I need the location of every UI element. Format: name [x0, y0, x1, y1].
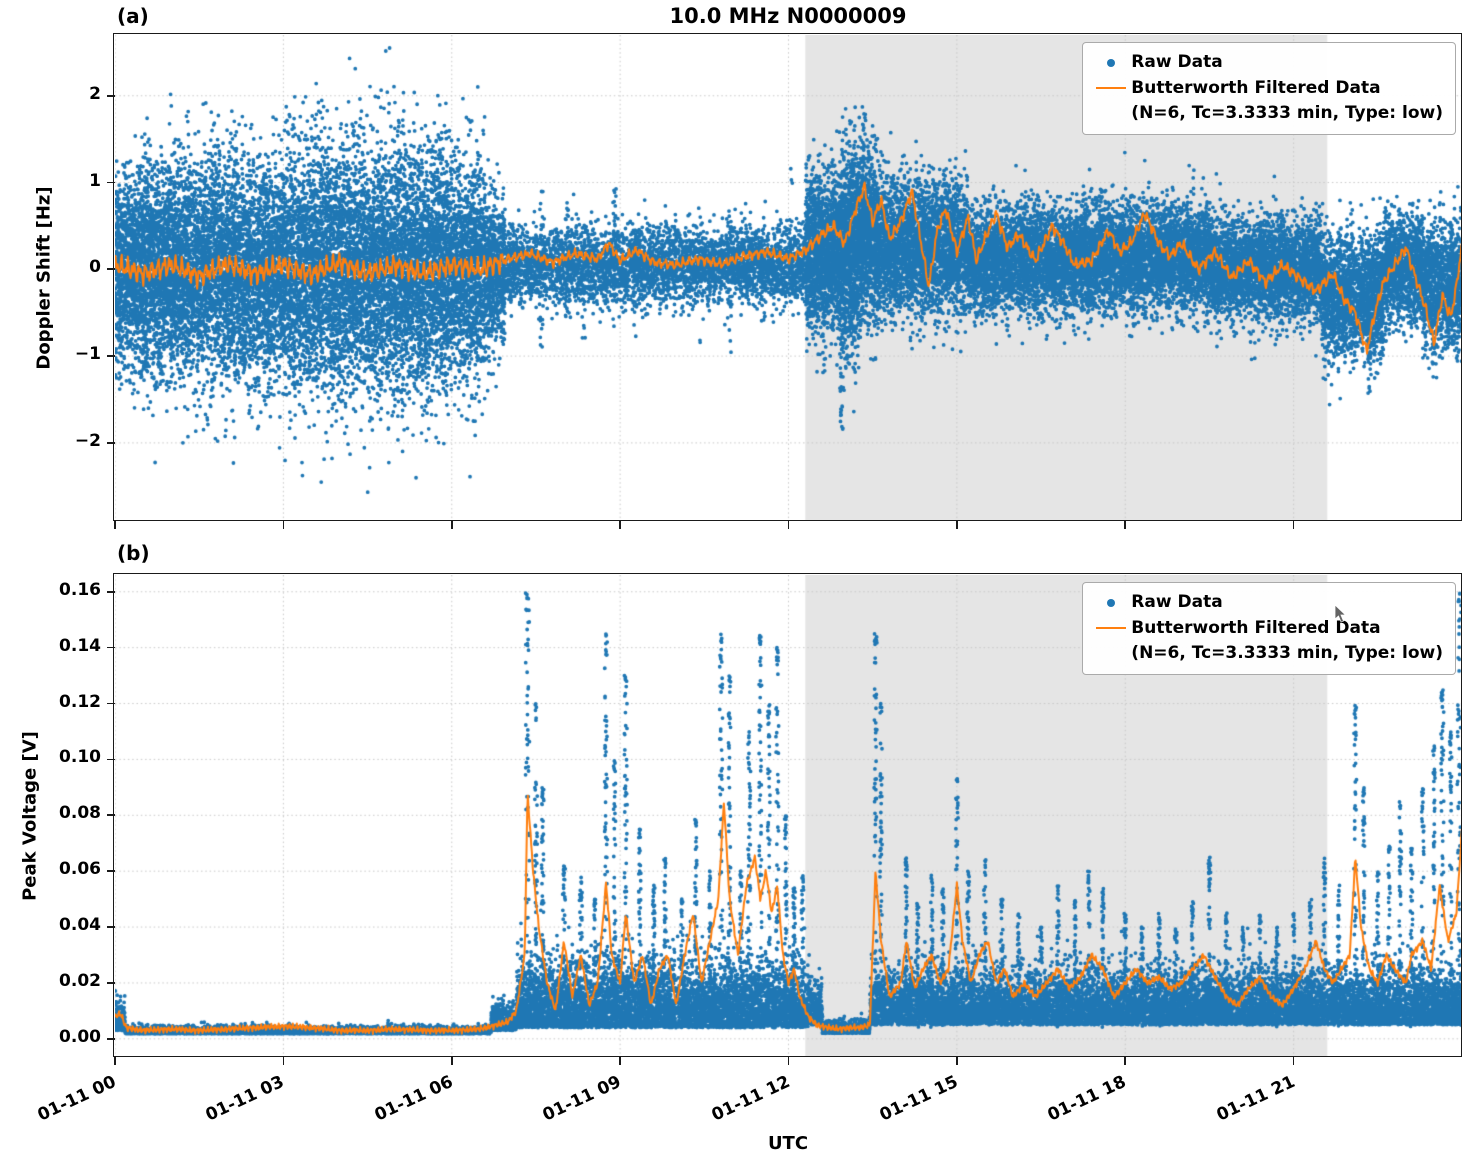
panel-a-tag: (a) — [117, 4, 149, 28]
y-tick-mark — [107, 94, 115, 97]
legend-filtered-params-row: (N=6, Tc=3.3333 min, Type: low) — [1091, 101, 1443, 127]
y-axis-label-doppler: Doppler Shift [Hz] — [33, 186, 55, 370]
legend-filtered-label: Butterworth Filtered Data — [1131, 77, 1381, 98]
x-axis-label: UTC — [767, 1133, 809, 1154]
legend-filtered-params-row: (N=6, Tc=3.3333 min, Type: low) — [1091, 641, 1443, 667]
y-tick-mark — [107, 982, 115, 984]
x-tick-mark — [619, 521, 621, 529]
x-tick-label: 01-11 12 — [708, 1071, 793, 1126]
x-tick-mark — [956, 1057, 958, 1065]
y-tick-label: 0.14 — [59, 635, 101, 656]
y-tick-label: 0.16 — [59, 579, 101, 600]
x-tick-label: 01-11 15 — [876, 1071, 962, 1126]
y-tick-label: 0.08 — [59, 803, 101, 824]
x-tick-label: 01-11 09 — [539, 1071, 625, 1126]
legend-filtered-params: (N=6, Tc=3.3333 min, Type: low) — [1131, 643, 1443, 663]
y-tick-label: 0 — [89, 257, 101, 278]
y-tick-label: 0.00 — [59, 1026, 101, 1047]
x-tick-mark — [1124, 521, 1127, 529]
x-tick-mark — [1124, 1057, 1127, 1065]
y-tick-label: 0.04 — [59, 915, 101, 936]
legend-filtered-row: Butterworth Filtered Data — [1091, 76, 1443, 102]
y-tick-label: −1 — [74, 344, 101, 365]
filtered-line-icon — [1091, 627, 1131, 630]
y-tick-label: 0.10 — [59, 747, 101, 768]
y-tick-label: −2 — [74, 430, 101, 451]
mouse-cursor-icon — [1334, 604, 1347, 623]
panel-b-legend: Raw Data Butterworth Filtered Data (N=6,… — [1082, 582, 1456, 675]
panel-b-tag: (b) — [117, 541, 150, 565]
x-tick-mark — [787, 1057, 790, 1065]
x-tick-mark — [114, 521, 116, 529]
x-tick-mark — [956, 521, 958, 529]
y-tick-label: 0.06 — [59, 859, 101, 880]
x-tick-mark — [282, 521, 285, 529]
raw-data-dot-icon — [1091, 598, 1131, 607]
legend-raw-label: Raw Data — [1131, 592, 1223, 612]
y-tick-mark — [107, 646, 115, 649]
x-tick-label: 01-11 21 — [1213, 1071, 1298, 1126]
y-tick-mark — [107, 355, 115, 357]
x-tick-mark — [282, 1057, 285, 1065]
y-tick-label: 1 — [89, 170, 101, 191]
x-tick-label: 01-11 06 — [371, 1071, 456, 1126]
x-tick-label: 01-11 18 — [1044, 1071, 1130, 1126]
legend-raw-label: Raw Data — [1131, 52, 1223, 72]
y-tick-mark — [107, 1037, 115, 1040]
y-tick-mark — [107, 590, 115, 593]
y-tick-mark — [107, 758, 115, 761]
y-tick-mark — [107, 926, 115, 928]
y-tick-label: 0.12 — [59, 691, 101, 712]
y-tick-mark — [107, 870, 115, 873]
x-tick-mark — [450, 1057, 453, 1065]
filtered-line-icon — [1091, 87, 1131, 90]
x-tick-label: 01-11 03 — [203, 1071, 288, 1126]
x-tick-mark — [787, 521, 790, 529]
y-tick-mark — [107, 814, 115, 817]
x-tick-label: 01-11 00 — [34, 1071, 120, 1126]
x-tick-mark — [1292, 521, 1295, 529]
x-tick-mark — [450, 521, 453, 529]
x-tick-mark — [1292, 1057, 1295, 1065]
y-tick-mark — [107, 181, 115, 184]
figure-title: 10.0 MHz N0000009 — [669, 4, 907, 28]
y-tick-mark — [107, 442, 115, 444]
x-tick-mark — [114, 1057, 116, 1065]
y-tick-label: 0.02 — [59, 970, 101, 991]
legend-raw-row: Raw Data — [1091, 50, 1443, 76]
y-tick-label: 2 — [89, 83, 101, 104]
legend-filtered-label: Butterworth Filtered Data — [1131, 617, 1381, 638]
legend-raw-row: Raw Data — [1091, 590, 1443, 616]
legend-filtered-row: Butterworth Filtered Data — [1091, 616, 1443, 642]
y-tick-mark — [107, 702, 115, 705]
raw-data-dot-icon — [1091, 58, 1131, 67]
panel-a-legend: Raw Data Butterworth Filtered Data (N=6,… — [1082, 42, 1456, 135]
x-tick-mark — [619, 1057, 621, 1065]
y-tick-mark — [107, 268, 115, 271]
legend-filtered-params: (N=6, Tc=3.3333 min, Type: low) — [1131, 103, 1443, 123]
